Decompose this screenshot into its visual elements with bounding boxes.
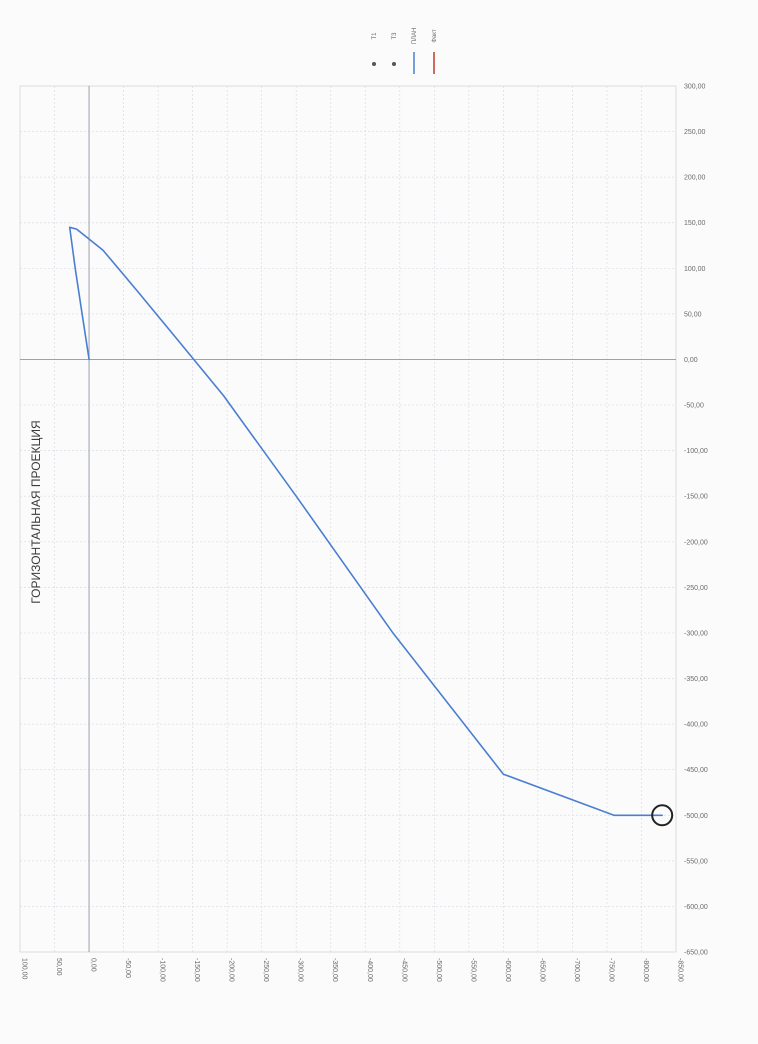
y-tick-label: -250,00 [684, 585, 708, 592]
x-tick-label: -550,00 [469, 958, 476, 982]
x-tick-label: -50,00 [124, 958, 131, 978]
y-tick-label: -650,00 [684, 950, 708, 957]
x-tick-label: -400,00 [366, 958, 373, 982]
y-tick-label: -500,00 [684, 813, 708, 820]
y-tick-label: 100,00 [684, 266, 706, 273]
tick-labels: 300,00 250,00 200,00 150,00 100,00 50,00 0,00 -… [21, 84, 708, 982]
y-tick-label: -200,00 [684, 539, 708, 546]
y-tick-label: -300,00 [684, 630, 708, 637]
y-tick-label: -550,00 [684, 858, 708, 865]
y-tick-label: -100,00 [684, 448, 708, 455]
y-tick-label: -400,00 [684, 722, 708, 729]
y-tick-label: 200,00 [684, 175, 706, 182]
grid [19, 85, 677, 953]
x-tick-label: 50,00 [55, 958, 62, 976]
y-tick-label: -450,00 [684, 767, 708, 774]
target-circle-marker [651, 804, 674, 827]
x-tick-label: -500,00 [435, 958, 442, 982]
x-tick-label: -850,00 [677, 958, 684, 982]
x-tick-label: 0,00 [90, 958, 97, 972]
legend-marker-t1 [372, 62, 376, 66]
y-tick-label: -350,00 [684, 676, 708, 683]
x-tick-label: -650,00 [538, 958, 545, 982]
y-tick-label: 300,00 [684, 84, 706, 91]
y-tick-label: -50,00 [684, 403, 704, 410]
y-tick-label: 0,00 [684, 357, 698, 364]
y-tick-label: 50,00 [684, 311, 702, 318]
series-line-plan [68, 226, 663, 817]
x-tick-label: -450,00 [400, 958, 407, 982]
y-tick-label: 250,00 [684, 129, 706, 136]
legend: T1 T3 ПЛАН Факт [372, 28, 438, 74]
x-tick-label: -200,00 [228, 958, 235, 982]
x-tick-label: -250,00 [262, 958, 269, 982]
plot-frame [19, 85, 677, 953]
series-layer [68, 226, 663, 817]
y-tick-label: 150,00 [684, 220, 706, 227]
x-tick-label: -750,00 [607, 958, 614, 982]
axes [20, 86, 676, 952]
annotations [651, 804, 674, 827]
x-tick-label: -100,00 [159, 958, 166, 982]
chart-title: ГОРИЗОНТАЛЬНАЯ ПРОЕКЦИЯ [29, 420, 43, 603]
y-tick-label: -150,00 [684, 494, 708, 501]
legend-marker-t3 [392, 62, 396, 66]
x-tick-label: -600,00 [504, 958, 511, 982]
x-tick-label: -350,00 [331, 958, 338, 982]
x-tick-label: 100,00 [21, 958, 28, 980]
y-tick-label: -600,00 [684, 904, 708, 911]
legend-label: Факт [432, 29, 438, 43]
x-tick-label: -700,00 [573, 958, 580, 982]
legend-label: T1 [372, 32, 378, 40]
legend-label: ПЛАН [412, 28, 418, 45]
legend-label: T3 [392, 32, 398, 40]
x-tick-label: -300,00 [297, 958, 304, 982]
x-tick-label: -800,00 [642, 958, 649, 982]
x-tick-label: -150,00 [193, 958, 200, 982]
